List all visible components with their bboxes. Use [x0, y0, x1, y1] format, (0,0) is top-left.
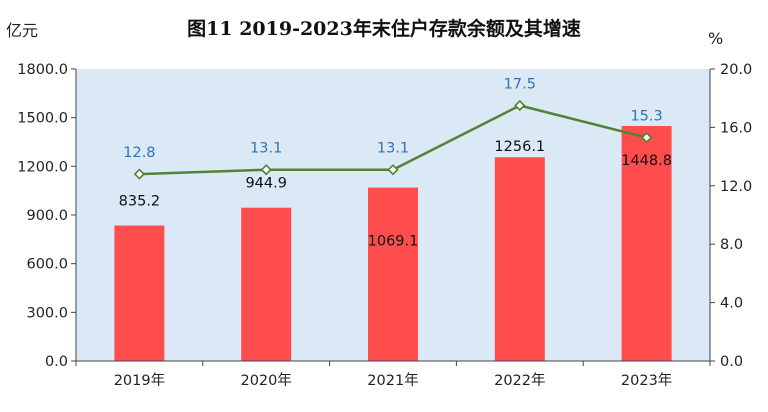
- bar-label-2: 1069.1: [368, 234, 419, 250]
- y-right-unit: %: [708, 29, 723, 48]
- y-right-tick-4: 16.0: [720, 120, 752, 136]
- growth-point-2: [387, 164, 399, 176]
- bar-label-3: 1256.1: [494, 139, 545, 155]
- y-left-tick-4: 1200.0: [17, 159, 68, 175]
- y-right-tick-1: 4.0: [720, 296, 743, 312]
- growth-point-0: [133, 168, 146, 180]
- bar-2: [368, 187, 418, 361]
- growth-label-0: 12.8: [123, 145, 155, 161]
- bar-0: [114, 225, 165, 361]
- y-right-tick-5: 20.0: [720, 62, 752, 78]
- growth-label-4: 15.3: [630, 109, 662, 125]
- x-tick-2: 2021年: [367, 372, 418, 389]
- y-left-tick-2: 600.0: [26, 257, 68, 273]
- bar-label-4: 1448.8: [621, 153, 672, 169]
- growth-point-1: [260, 164, 272, 176]
- y-right-tick-0: 0.0: [720, 354, 743, 370]
- y-left-unit: 亿元: [6, 21, 38, 40]
- bar-label-0: 835.2: [119, 194, 161, 210]
- x-tick-0: 2019年: [114, 372, 165, 389]
- growth-point-4: [640, 131, 653, 144]
- y-right-tick-2: 8.0: [720, 237, 743, 253]
- bar-3: [494, 157, 545, 361]
- x-tick-4: 2023年: [621, 372, 672, 389]
- growth-point-3: [514, 99, 526, 112]
- y-left-tick-5: 1500.0: [17, 111, 68, 127]
- y-left-tick-6: 1800.0: [17, 62, 68, 78]
- growth-label-2: 13.1: [377, 141, 409, 157]
- x-tick-1: 2020年: [240, 372, 291, 389]
- chart-title: 图11 2019-2023年末住户存款余额及其增速: [187, 18, 581, 40]
- y-left-tick-0: 0.0: [45, 354, 68, 370]
- y-right-tick-3: 12.0: [720, 179, 752, 195]
- growth-label-1: 13.1: [250, 141, 282, 157]
- y-left-tick-3: 900.0: [26, 208, 68, 224]
- y-left-tick-1: 300.0: [26, 305, 68, 321]
- x-tick-3: 2022年: [494, 372, 545, 389]
- bar-4: [621, 125, 672, 361]
- bar-1: [241, 207, 292, 361]
- growth-label-3: 17.5: [504, 77, 536, 93]
- bar-label-1: 944.9: [245, 176, 287, 192]
